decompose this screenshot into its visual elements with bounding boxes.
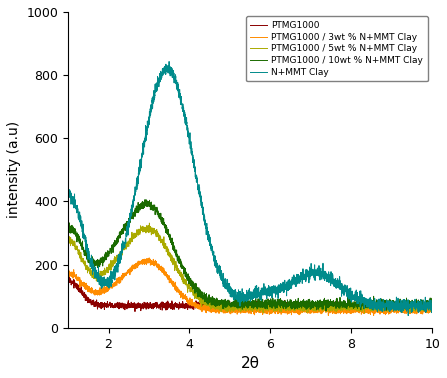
PTMG1000 — [129, 305, 134, 309]
PTMG1000 / 3wt % N+MMT Clay — [107, 287, 112, 291]
PTMG1000 / 3wt % N+MMT Clay — [384, 307, 389, 312]
PTMG1000 / 5wt % N+MMT Clay — [205, 299, 211, 304]
PTMG1000 — [221, 304, 226, 308]
PTMG1000 — [67, 274, 72, 278]
PTMG1000 / 10wt % N+MMT Clay — [129, 210, 134, 215]
PTMG1000 / 5wt % N+MMT Clay — [362, 311, 367, 316]
N+MMT Clay — [129, 210, 134, 214]
N+MMT Clay — [205, 237, 211, 242]
PTMG1000 — [430, 302, 435, 307]
PTMG1000 / 3wt % N+MMT Clay — [371, 313, 376, 318]
N+MMT Clay — [383, 304, 388, 308]
PTMG1000 / 3wt % N+MMT Clay — [422, 307, 428, 311]
Line: N+MMT Clay: N+MMT Clay — [68, 62, 432, 316]
PTMG1000 / 3wt % N+MMT Clay — [129, 270, 134, 274]
PTMG1000 / 10wt % N+MMT Clay — [324, 308, 329, 313]
PTMG1000 — [107, 302, 112, 307]
PTMG1000 / 5wt % N+MMT Clay — [384, 302, 389, 307]
PTMG1000 / 10wt % N+MMT Clay — [430, 303, 435, 307]
N+MMT Clay — [422, 305, 428, 310]
PTMG1000 / 5wt % N+MMT Clay — [422, 305, 428, 310]
PTMG1000 — [132, 309, 138, 314]
N+MMT Clay — [65, 191, 71, 195]
PTMG1000 / 5wt % N+MMT Clay — [221, 302, 226, 307]
PTMG1000 / 10wt % N+MMT Clay — [221, 303, 226, 307]
N+MMT Clay — [107, 283, 112, 288]
Line: PTMG1000 / 10wt % N+MMT Clay: PTMG1000 / 10wt % N+MMT Clay — [68, 200, 432, 311]
PTMG1000 — [205, 302, 211, 307]
PTMG1000 / 5wt % N+MMT Clay — [129, 237, 134, 242]
PTMG1000 / 5wt % N+MMT Clay — [147, 221, 152, 225]
PTMG1000 / 3wt % N+MMT Clay — [205, 305, 211, 310]
PTMG1000 / 5wt % N+MMT Clay — [65, 239, 71, 243]
PTMG1000 — [65, 277, 71, 282]
PTMG1000 / 3wt % N+MMT Clay — [147, 256, 152, 260]
X-axis label: 2θ: 2θ — [240, 356, 260, 371]
PTMG1000 / 10wt % N+MMT Clay — [422, 300, 428, 304]
PTMG1000 / 10wt % N+MMT Clay — [65, 225, 71, 229]
PTMG1000 / 10wt % N+MMT Clay — [384, 301, 389, 305]
PTMG1000 / 3wt % N+MMT Clay — [65, 272, 71, 277]
N+MMT Clay — [430, 304, 435, 308]
PTMG1000 / 5wt % N+MMT Clay — [430, 302, 435, 307]
Line: PTMG1000: PTMG1000 — [68, 276, 432, 311]
Legend: PTMG1000, PTMG1000 / 3wt % N+MMT Clay, PTMG1000 / 5wt % N+MMT Clay, PTMG1000 / 1: PTMG1000, PTMG1000 / 3wt % N+MMT Clay, P… — [246, 17, 428, 81]
PTMG1000 / 5wt % N+MMT Clay — [107, 266, 112, 271]
PTMG1000 / 3wt % N+MMT Clay — [430, 307, 435, 311]
PTMG1000 / 10wt % N+MMT Clay — [205, 297, 211, 301]
PTMG1000 — [384, 303, 389, 308]
Line: PTMG1000 / 5wt % N+MMT Clay: PTMG1000 / 5wt % N+MMT Clay — [68, 223, 432, 313]
PTMG1000 / 3wt % N+MMT Clay — [221, 307, 226, 312]
Line: PTMG1000 / 3wt % N+MMT Clay: PTMG1000 / 3wt % N+MMT Clay — [68, 258, 432, 316]
N+MMT Clay — [221, 274, 226, 279]
PTMG1000 — [422, 304, 428, 308]
PTMG1000 / 10wt % N+MMT Clay — [142, 197, 148, 202]
PTMG1000 / 10wt % N+MMT Clay — [107, 251, 112, 256]
N+MMT Clay — [166, 59, 172, 64]
N+MMT Clay — [405, 313, 411, 318]
Y-axis label: intensity (a.u): intensity (a.u) — [7, 121, 21, 218]
